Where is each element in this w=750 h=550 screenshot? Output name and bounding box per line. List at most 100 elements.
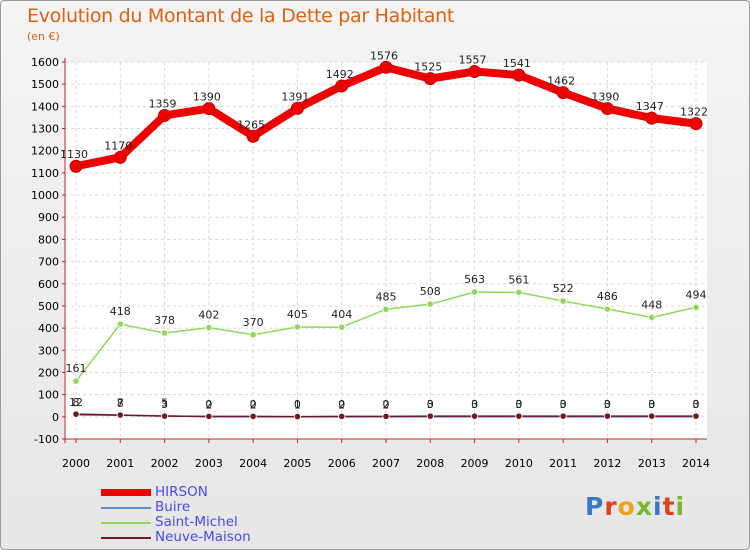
data-label-buire: 8 <box>73 396 80 409</box>
data-label-hirson: 1130 <box>60 148 88 161</box>
data-point-saint-michel <box>470 288 479 296</box>
data-label-saint-michel: 563 <box>464 273 485 286</box>
data-label-hirson: 1170 <box>104 139 132 152</box>
data-point-neuve-maison <box>72 410 80 418</box>
x-tick-label: 2003 <box>195 457 223 470</box>
data-label-buire: 0 <box>338 398 345 411</box>
data-point-neuve-maison <box>205 412 213 420</box>
data-label-saint-michel: 378 <box>154 314 175 327</box>
data-point-saint-michel <box>515 288 523 297</box>
y-tick-label: 1400 <box>31 100 59 113</box>
data-label-buire: 0 <box>560 398 567 411</box>
data-label-buire: 0 <box>427 398 434 411</box>
data-point-neuve-maison <box>515 412 523 420</box>
data-point-hirson <box>379 60 393 74</box>
y-tick-label: 300 <box>38 344 59 357</box>
legend-swatch <box>101 521 151 524</box>
y-tick-label: 1200 <box>31 145 59 158</box>
data-label-neuve-maison: 12 <box>69 396 83 409</box>
data-point-hirson <box>202 102 216 116</box>
data-label-neuve-maison: 1 <box>294 399 301 412</box>
data-label-saint-michel: 402 <box>198 309 219 322</box>
chart-unit: (en €) <box>27 30 60 43</box>
data-point-neuve-maison <box>160 412 169 420</box>
x-tick-label: 2011 <box>549 457 577 470</box>
proxiti-logo: Proxiti <box>585 492 686 521</box>
data-point-hirson <box>468 65 482 79</box>
data-point-saint-michel <box>160 329 169 337</box>
data-label-neuve-maison: 2 <box>205 398 212 411</box>
data-label-saint-michel: 161 <box>66 362 87 375</box>
data-label-neuve-maison: 2 <box>383 398 390 411</box>
data-label-hirson: 1462 <box>547 75 575 88</box>
axes: -100010020030040050060070080090010001100… <box>31 56 710 470</box>
data-label-saint-michel: 508 <box>420 285 441 298</box>
legend-label: Neuve-Maison <box>155 529 251 545</box>
data-label-neuve-maison: 8 <box>117 397 124 410</box>
data-label-neuve-maison: 2 <box>250 398 257 411</box>
data-label-saint-michel: 404 <box>331 308 352 321</box>
data-label-hirson: 1390 <box>193 91 221 104</box>
data-point-saint-michel <box>205 324 213 332</box>
legend: HIRSON Buire Saint-Michel Neuve-Maison <box>101 485 251 545</box>
data-point-saint-michel <box>338 323 346 331</box>
data-label-hirson: 1359 <box>149 97 177 110</box>
data-label-buire: 0 <box>205 398 212 411</box>
y-tick-label: 600 <box>38 278 59 291</box>
data-point-saint-michel <box>72 377 80 385</box>
y-tick-label: 1600 <box>31 56 59 69</box>
data-label-saint-michel: 522 <box>553 282 574 295</box>
x-tick-label: 2004 <box>239 457 267 470</box>
data-point-neuve-maison <box>116 411 124 419</box>
data-point-hirson <box>158 108 172 122</box>
x-tick-label: 2010 <box>505 457 533 470</box>
data-point-neuve-maison <box>249 412 257 420</box>
data-point-neuve-maison <box>293 413 302 421</box>
legend-swatch <box>101 536 151 539</box>
data-point-neuve-maison <box>338 412 346 420</box>
data-label-hirson: 1347 <box>636 100 664 113</box>
y-tick-label: 1000 <box>31 189 59 202</box>
data-point-saint-michel <box>293 323 302 331</box>
legend-label: HIRSON <box>155 484 208 500</box>
data-label-neuve-maison: 2 <box>338 398 345 411</box>
data-label-buire: 0 <box>515 398 522 411</box>
data-label-neuve-maison: 3 <box>693 398 700 411</box>
data-label-hirson: 1390 <box>591 91 619 104</box>
data-point-saint-michel <box>116 320 124 328</box>
data-label-saint-michel: 486 <box>597 290 618 303</box>
data-label-hirson: 1557 <box>459 54 487 67</box>
data-label-saint-michel: 561 <box>508 273 529 286</box>
data-point-neuve-maison <box>559 412 567 420</box>
data-label-hirson: 1525 <box>414 61 442 74</box>
data-point-neuve-maison <box>603 412 612 420</box>
data-point-hirson <box>113 150 127 164</box>
data-point-saint-michel <box>559 297 567 305</box>
data-label-hirson: 1391 <box>281 90 309 103</box>
data-label-buire: 0 <box>471 398 478 411</box>
y-tick-label: 100 <box>38 389 59 402</box>
data-point-hirson <box>246 129 260 143</box>
data-point-hirson <box>645 111 659 125</box>
x-tick-label: 2007 <box>372 457 400 470</box>
x-tick-label: 2009 <box>461 457 489 470</box>
legend-item-neuve-maison: Neuve-Maison <box>101 530 251 545</box>
chart-title: Evolution du Montant de la Dette par Hab… <box>27 5 455 27</box>
data-labels: 8 7 5 0 0 0 0 0 0 0 0 0 0 0 012 8 3 2 2 1 2 2 3 3 3 3 3 3 3161418378… <box>60 49 708 411</box>
gridlines <box>65 61 707 440</box>
data-label-buire: 0 <box>648 398 655 411</box>
y-tick-label: 200 <box>38 366 59 379</box>
y-tick-label: 1300 <box>31 123 59 136</box>
legend-item-hirson: HIRSON <box>101 485 251 500</box>
legend-item-buire: Buire <box>101 500 251 515</box>
y-tick-label: 700 <box>38 256 59 269</box>
data-point-hirson <box>600 102 614 116</box>
legend-item-saint-michel: Saint-Michel <box>101 515 251 530</box>
x-tick-label: 2012 <box>593 457 621 470</box>
x-tick-label: 2006 <box>328 457 356 470</box>
data-point-saint-michel <box>648 313 656 322</box>
data-point-neuve-maison <box>470 412 479 420</box>
data-label-buire: 0 <box>604 398 611 411</box>
data-point-neuve-maison <box>382 412 390 420</box>
